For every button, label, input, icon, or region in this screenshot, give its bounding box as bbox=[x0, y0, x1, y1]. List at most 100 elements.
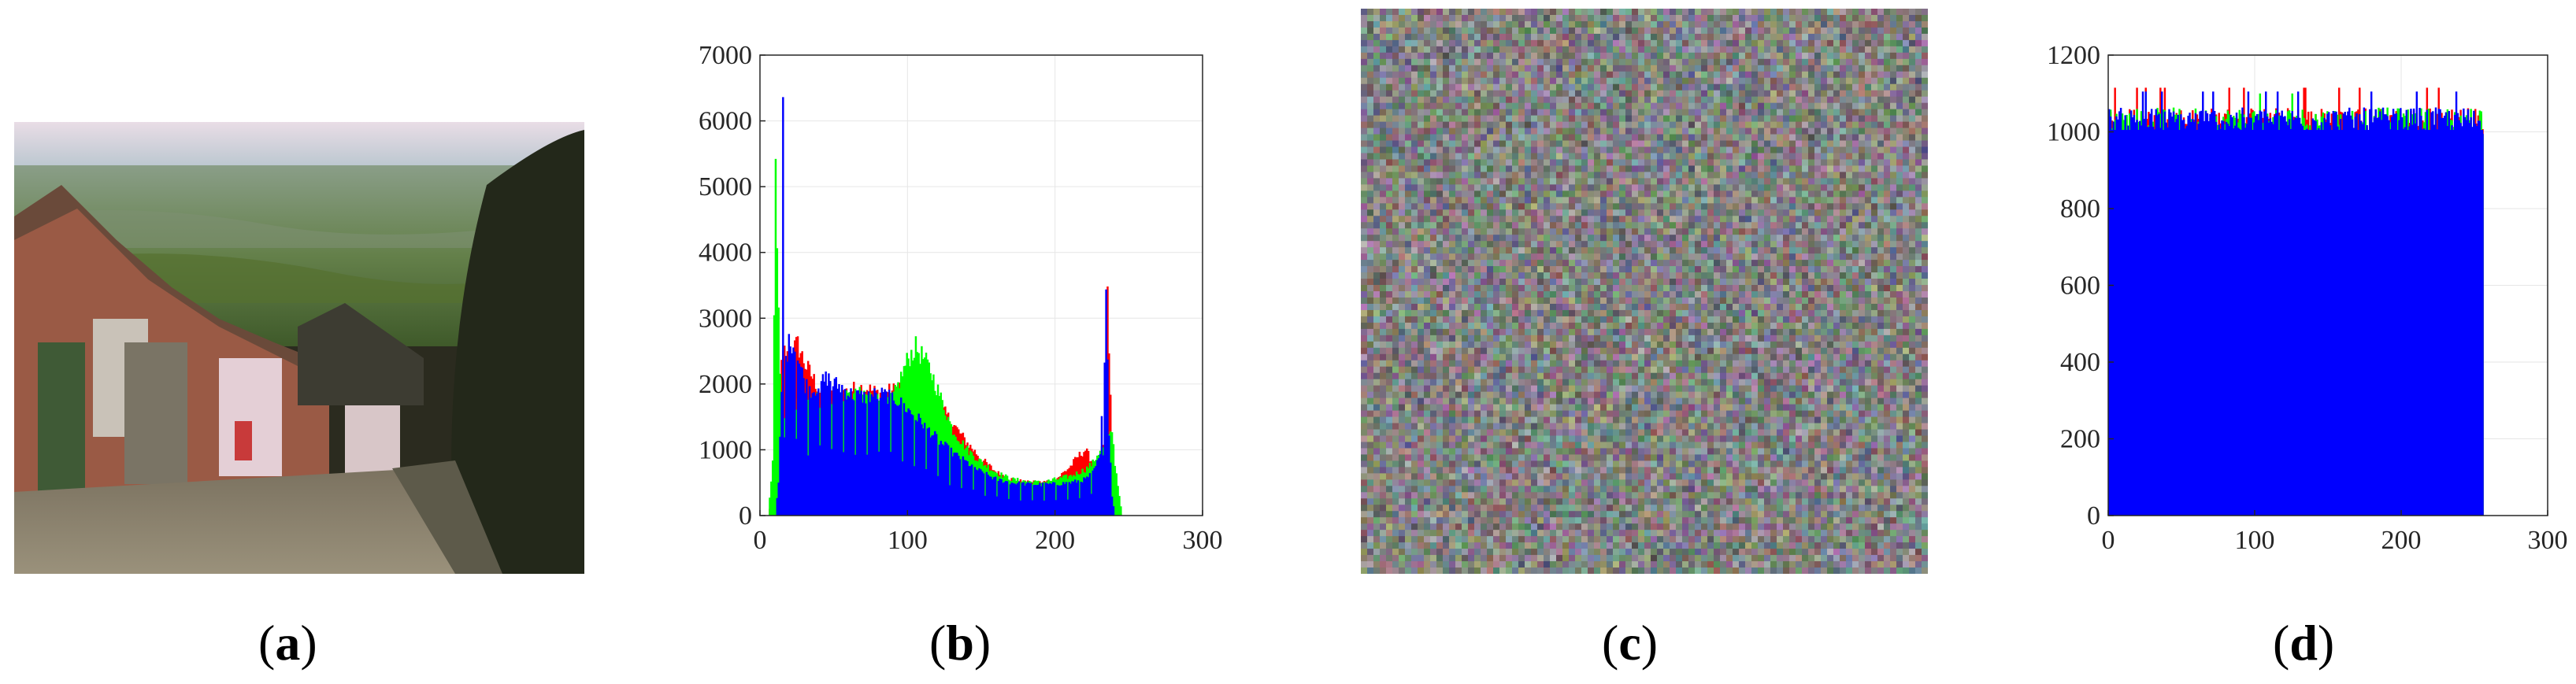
noise-pixel bbox=[1588, 247, 1595, 254]
noise-pixel bbox=[1518, 391, 1525, 399]
village-street-photo bbox=[14, 122, 584, 574]
noise-pixel bbox=[1380, 266, 1387, 273]
noise-pixel bbox=[1474, 285, 1481, 292]
noise-pixel bbox=[1405, 65, 1412, 72]
noise-pixel bbox=[1550, 20, 1557, 28]
noise-pixel bbox=[1518, 77, 1525, 85]
noise-pixel bbox=[1613, 473, 1620, 480]
noise-pixel bbox=[1588, 272, 1595, 279]
noise-pixel bbox=[1512, 435, 1519, 442]
noise-pixel bbox=[1525, 33, 1532, 41]
noise-pixel bbox=[1493, 58, 1500, 66]
noise-pixel bbox=[1607, 492, 1614, 499]
noise-pixel bbox=[1512, 347, 1519, 355]
noise-pixel bbox=[1544, 102, 1551, 110]
noise-pixel bbox=[1399, 222, 1406, 229]
noise-pixel bbox=[1399, 291, 1406, 298]
noise-pixel bbox=[1411, 291, 1418, 298]
noise-pixel bbox=[1361, 134, 1368, 142]
noise-pixel bbox=[1367, 561, 1374, 568]
noise-pixel bbox=[1367, 184, 1374, 191]
noise-pixel bbox=[1430, 309, 1437, 317]
noise-pixel bbox=[1613, 46, 1620, 54]
noise-pixel bbox=[1373, 291, 1381, 298]
noise-pixel bbox=[1367, 279, 1374, 286]
noise-pixel bbox=[1581, 178, 1588, 185]
noise-pixel bbox=[1525, 467, 1532, 474]
noise-pixel bbox=[1474, 128, 1481, 135]
noise-pixel bbox=[1651, 473, 1658, 480]
noise-pixel bbox=[1512, 549, 1519, 556]
noise-pixel bbox=[1518, 140, 1525, 148]
noise-pixel bbox=[1550, 530, 1557, 537]
noise-pixel bbox=[1625, 549, 1633, 556]
noise-pixel bbox=[1588, 322, 1595, 330]
noise-pixel bbox=[1556, 20, 1563, 28]
noise-pixel bbox=[1455, 46, 1462, 54]
noise-pixel bbox=[1449, 247, 1456, 254]
histogram-bar-blue bbox=[980, 469, 982, 516]
noise-pixel bbox=[1430, 341, 1437, 349]
noise-pixel bbox=[1632, 33, 1639, 41]
noise-pixel bbox=[1512, 416, 1519, 424]
noise-pixel bbox=[1436, 46, 1444, 54]
noise-pixel bbox=[1632, 328, 1639, 336]
noise-pixel bbox=[1405, 416, 1412, 424]
noise-pixel bbox=[1600, 27, 1607, 35]
noise-pixel bbox=[1499, 247, 1507, 254]
noise-pixel bbox=[1405, 266, 1412, 273]
noise-pixel bbox=[1544, 197, 1551, 204]
noise-pixel bbox=[1443, 9, 1450, 16]
noise-pixel bbox=[1531, 266, 1538, 273]
noise-pixel bbox=[1373, 454, 1381, 461]
noise-pixel bbox=[1657, 9, 1664, 16]
noise-pixel bbox=[1468, 316, 1475, 324]
noise-pixel bbox=[1550, 568, 1557, 575]
noise-pixel bbox=[1386, 241, 1393, 248]
noise-pixel bbox=[1575, 260, 1582, 267]
noise-pixel bbox=[1562, 146, 1570, 153]
noise-pixel bbox=[1607, 291, 1614, 298]
histogram-bar-blue bbox=[932, 434, 935, 516]
noise-pixel bbox=[1361, 33, 1368, 41]
noise-pixel bbox=[1638, 83, 1645, 91]
noise-pixel bbox=[1405, 322, 1412, 330]
noise-pixel bbox=[1657, 90, 1664, 98]
noise-pixel bbox=[1625, 360, 1633, 368]
noise-pixel bbox=[1531, 109, 1538, 116]
noise-pixel bbox=[1424, 448, 1431, 455]
noise-pixel bbox=[1518, 473, 1525, 480]
noise-pixel bbox=[1562, 347, 1570, 355]
noise-pixel bbox=[1613, 561, 1620, 568]
noise-pixel bbox=[1518, 435, 1525, 442]
noise-pixel bbox=[1651, 178, 1658, 185]
noise-pixel bbox=[1481, 266, 1488, 273]
noise-pixel bbox=[1575, 316, 1582, 324]
histogram-bar-blue bbox=[1012, 482, 1014, 516]
noise-pixel bbox=[1644, 473, 1651, 480]
noise-pixel bbox=[1594, 303, 1601, 311]
noise-pixel bbox=[1361, 448, 1368, 455]
noise-pixel bbox=[1487, 442, 1494, 449]
noise-pixel bbox=[1531, 416, 1538, 424]
noise-pixel bbox=[1481, 322, 1488, 330]
y-tick-label: 7000 bbox=[699, 41, 752, 70]
noise-pixel bbox=[1581, 467, 1588, 474]
noise-pixel bbox=[1430, 492, 1437, 499]
noise-pixel bbox=[1625, 492, 1633, 499]
noise-pixel bbox=[1474, 568, 1481, 575]
noise-pixel bbox=[1474, 498, 1481, 505]
histogram-bar-blue bbox=[1059, 485, 1062, 516]
noise-pixel bbox=[1600, 442, 1607, 449]
noise-pixel bbox=[1625, 153, 1633, 160]
noise-pixel bbox=[1361, 9, 1368, 16]
noise-pixel bbox=[1418, 140, 1425, 148]
noise-pixel bbox=[1600, 52, 1607, 60]
noise-pixel bbox=[1575, 228, 1582, 235]
noise-pixel bbox=[1600, 379, 1607, 386]
noise-pixel bbox=[1361, 14, 1368, 22]
noise-pixel bbox=[1405, 353, 1412, 361]
noise-pixel bbox=[1594, 391, 1601, 399]
noise-pixel bbox=[1525, 479, 1532, 486]
histogram-bar-blue bbox=[903, 403, 906, 516]
